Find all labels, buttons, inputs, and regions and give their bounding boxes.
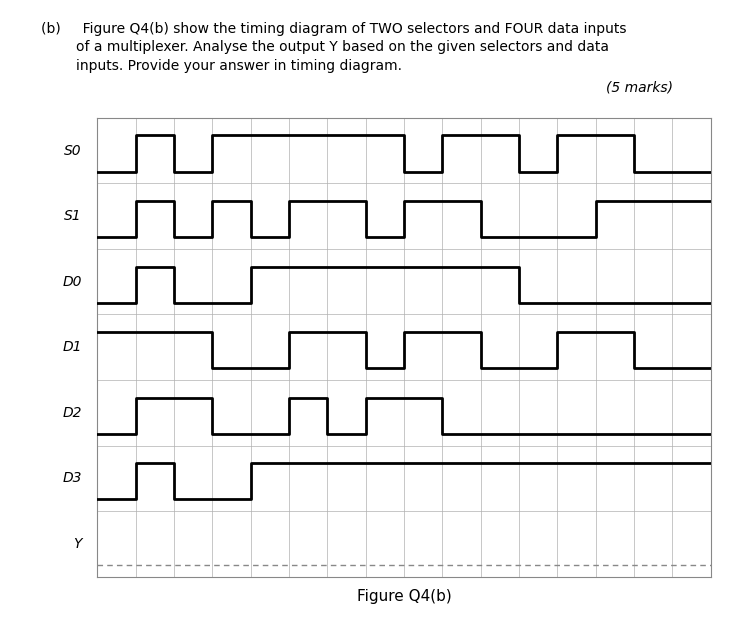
Text: (5 marks): (5 marks) bbox=[606, 81, 673, 95]
Text: D3: D3 bbox=[62, 471, 82, 485]
Text: Y: Y bbox=[73, 537, 82, 551]
Text: Figure Q4(b): Figure Q4(b) bbox=[357, 590, 451, 604]
Text: inputs. Provide your answer in timing diagram.: inputs. Provide your answer in timing di… bbox=[41, 59, 402, 73]
Text: (b)     Figure Q4(b) show the timing diagram of TWO selectors and FOUR data inpu: (b) Figure Q4(b) show the timing diagram… bbox=[41, 22, 627, 36]
Text: S1: S1 bbox=[64, 209, 82, 223]
Text: D1: D1 bbox=[62, 340, 82, 354]
Text: D2: D2 bbox=[62, 405, 82, 420]
Text: of a multiplexer. Analyse the output Y based on the given selectors and data: of a multiplexer. Analyse the output Y b… bbox=[41, 40, 609, 55]
Text: S0: S0 bbox=[64, 144, 82, 157]
Text: D0: D0 bbox=[62, 275, 82, 289]
